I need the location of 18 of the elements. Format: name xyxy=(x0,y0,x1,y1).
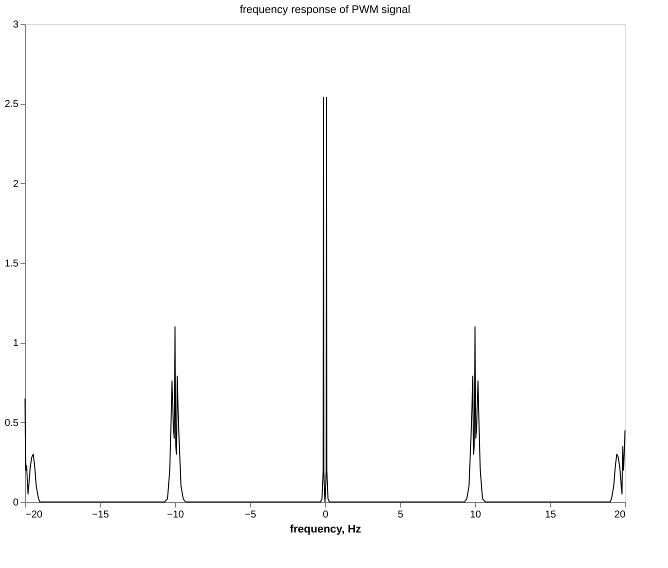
y-tick-label: 0 xyxy=(12,498,19,508)
y-tick-label: 0.5 xyxy=(4,418,19,429)
x-tick-label: −10 xyxy=(167,510,184,520)
x-tick-label: −5 xyxy=(244,510,257,520)
x-tick-label: 15 xyxy=(544,510,556,520)
x-tick-label: −15 xyxy=(92,510,110,520)
x-tick-label: 0 xyxy=(322,510,329,520)
x-tick-label: 5 xyxy=(398,510,404,520)
y-tick-label: 2 xyxy=(12,178,19,190)
x-tick-label: 20 xyxy=(614,510,626,520)
y-tick-label: 1.5 xyxy=(4,258,19,270)
y-tick-label: 2.5 xyxy=(4,99,19,110)
x-tick-label: −20 xyxy=(26,510,43,520)
y-tick-label: 1 xyxy=(12,338,19,350)
y-tick-label: 3 xyxy=(12,20,19,30)
chart-title: frequency response of PWM signal xyxy=(240,4,410,16)
x-tick-label: 10 xyxy=(470,510,482,520)
x-axis-title: frequency, Hz xyxy=(290,524,362,536)
